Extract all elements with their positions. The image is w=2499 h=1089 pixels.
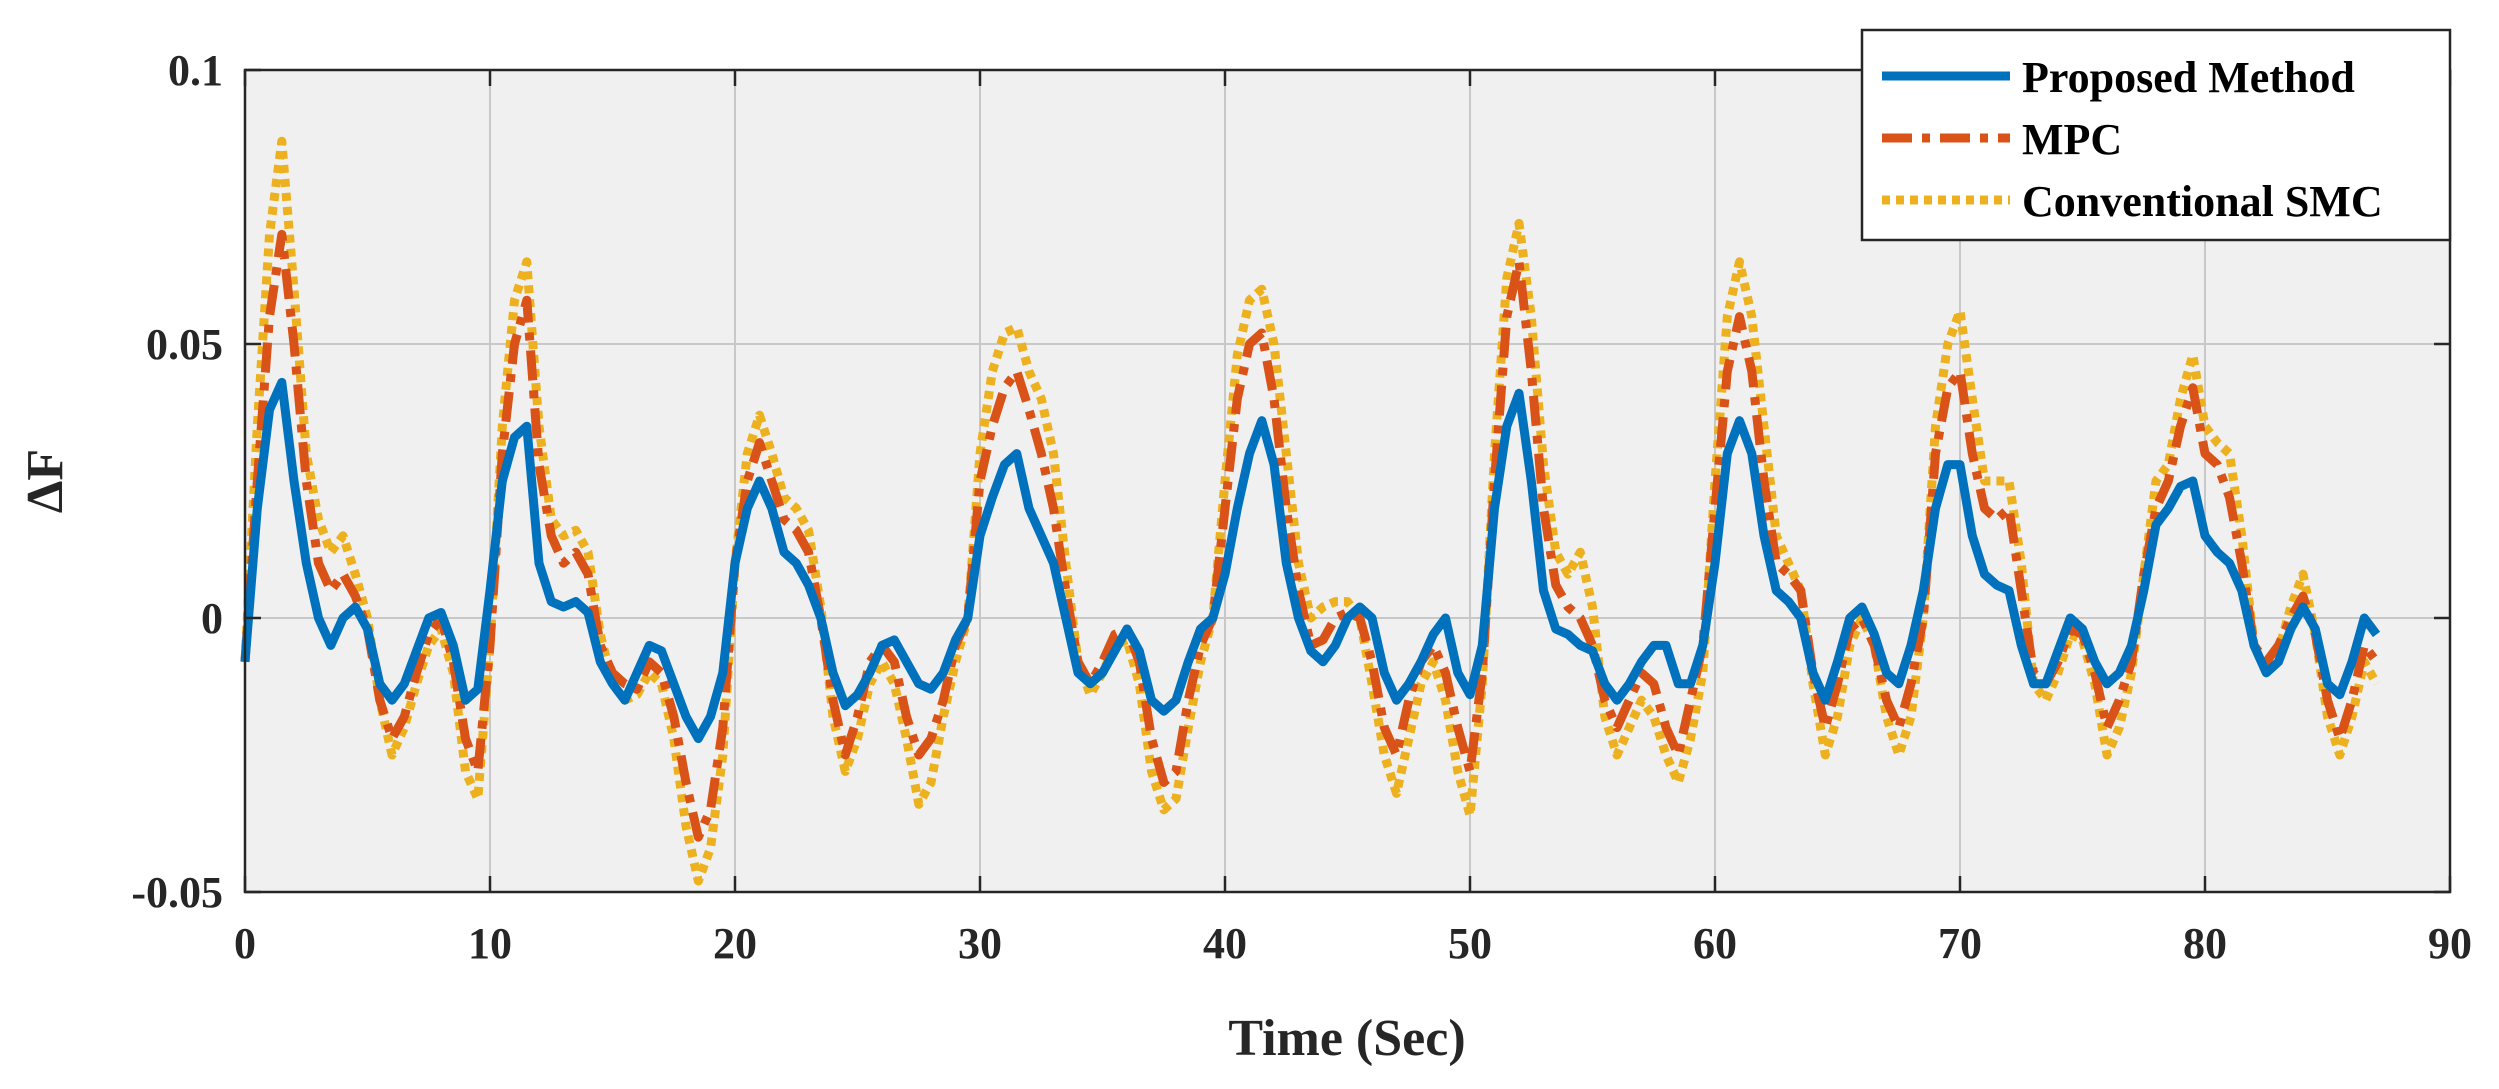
y-tick-label: 0 bbox=[201, 594, 223, 643]
y-tick-label: 0.05 bbox=[146, 320, 223, 369]
y-axis-label: ΔF bbox=[17, 449, 74, 513]
x-tick-label: 80 bbox=[2183, 919, 2227, 968]
y-tick-label: -0.05 bbox=[131, 868, 223, 917]
legend: Proposed Method MPC Conventional SMC bbox=[1860, 28, 2452, 242]
x-tick-label: 20 bbox=[713, 919, 757, 968]
legend-label-mpc: MPC bbox=[2022, 115, 2122, 164]
x-tick-label: 0 bbox=[234, 919, 256, 968]
x-tick-label: 50 bbox=[1448, 919, 1492, 968]
x-tick-label: 30 bbox=[958, 919, 1002, 968]
series-line-proposed-method bbox=[240, 377, 2381, 744]
x-tick-label: 40 bbox=[1203, 919, 1247, 968]
legend-label-proposed-method: Proposed Method bbox=[2022, 53, 2355, 102]
legend-label-conventional-smc: Conventional SMC bbox=[2022, 177, 2383, 226]
x-tick-label: 60 bbox=[1693, 919, 1737, 968]
y-tick-labels: -0.05 0 0.05 0.1 bbox=[131, 46, 223, 917]
x-axis-label: Time (Sec) bbox=[1228, 1010, 1465, 1067]
x-tick-label: 10 bbox=[468, 919, 512, 968]
plot-frame bbox=[243, 68, 2452, 894]
series-line-conventional-smc bbox=[240, 136, 2381, 886]
x-tick-label: 90 bbox=[2428, 919, 2472, 968]
x-tick-labels: 0 10 20 30 40 50 60 70 80 90 bbox=[234, 919, 2472, 968]
series-group bbox=[240, 136, 2381, 886]
y-tick-label: 0.1 bbox=[168, 46, 223, 95]
x-tick-label: 70 bbox=[1938, 919, 1982, 968]
